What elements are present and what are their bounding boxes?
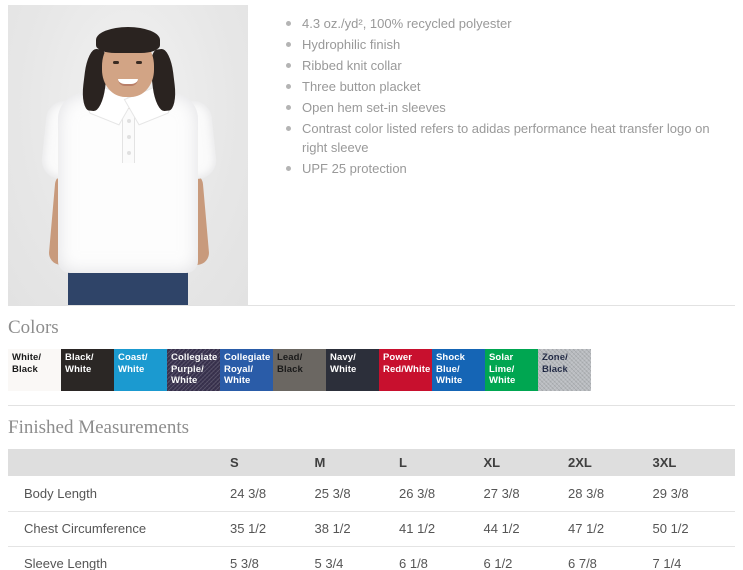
measurements-section-divider — [8, 405, 735, 406]
color-swatch[interactable]: Black/ White — [61, 349, 114, 391]
measurement-value: 5 3/4 — [314, 556, 344, 570]
color-swatch[interactable]: Lead/ Black — [273, 349, 326, 391]
measurement-value: 6 1/2 — [483, 556, 513, 570]
table-column-header: XL — [481, 449, 566, 476]
color-swatch-list: White/ Black Black/ White Coast/ White Coll… — [8, 349, 743, 391]
colors-section-divider — [8, 305, 735, 306]
color-swatch[interactable]: Solar Lime/ White — [485, 349, 538, 391]
feature-item: Contrast color listed refers to adidas p… — [286, 119, 733, 157]
measurement-value: 28 3/8 — [566, 476, 651, 512]
measurement-value: 6 1/8 — [399, 556, 428, 570]
table-column-header: 3XL — [650, 449, 735, 476]
color-swatch[interactable]: Coast/ White — [114, 349, 167, 391]
table-row: Sleeve Length 5 3/8 5 3/4 6 1/8 6 1/2 6 7/8 7 … — [8, 546, 735, 570]
measurement-value: 50 1/2 — [650, 511, 735, 547]
table-column-header: M — [312, 449, 397, 476]
measurement-value: 24 3/8 — [228, 476, 313, 512]
color-swatch-label: Coast/ White — [118, 352, 148, 375]
table-body: Body Length 24 3/8 25 3/8 26 3/8 27 3/8 28 3/… — [8, 476, 735, 570]
measurement-value: 25 3/8 — [312, 476, 397, 512]
polo-button-3 — [127, 151, 131, 155]
color-swatch[interactable]: Shock Blue/ White — [432, 349, 485, 391]
table-column-header: L — [397, 449, 482, 476]
color-swatch-label: Power Red/White — [383, 352, 431, 375]
product-image[interactable] — [8, 5, 248, 305]
color-swatch[interactable]: Navy/ White — [326, 349, 379, 391]
measurement-value: 7 1/4 — [652, 556, 682, 570]
color-swatch[interactable]: Collegiate Purple/ White — [167, 349, 220, 391]
feature-item: Hydrophilic finish — [286, 35, 733, 54]
table-header: S M L XL 2XL 3XL — [8, 449, 735, 476]
color-swatch-label: White/ Black — [12, 352, 42, 375]
color-swatch[interactable]: White/ Black — [8, 349, 61, 391]
model-eye-left — [113, 61, 119, 64]
table-row: Chest Circumference 35 1/2 38 1/2 41 1/2 44 … — [8, 511, 735, 547]
colors-section-title: Colors — [8, 317, 59, 338]
color-swatch-label: Black/ White — [65, 352, 94, 375]
feature-list: 4.3 oz./yd², 100% recycled polyester Hyd… — [248, 8, 743, 180]
color-swatch[interactable]: Collegiate Royal/ White — [220, 349, 273, 391]
color-swatch-label: Solar Lime/ White — [489, 352, 516, 386]
measurement-value: 26 3/8 — [397, 476, 482, 512]
measurement-value: 27 3/8 — [481, 476, 566, 512]
model-eye-right — [136, 61, 142, 64]
measurement-value: 44 1/2 — [481, 511, 566, 547]
feature-item: 4.3 oz./yd², 100% recycled polyester — [286, 14, 733, 33]
measurement-value: 35 1/2 — [228, 511, 313, 547]
measurement-label: Body Length — [8, 476, 228, 512]
color-swatch-label: Collegiate Royal/ White — [224, 352, 271, 386]
color-swatch-label: Zone/ Black — [542, 352, 568, 375]
polo-button-2 — [127, 135, 131, 139]
table-column-header — [8, 449, 228, 476]
model-smile — [118, 79, 138, 86]
measurement-label: Chest Circumference — [8, 511, 228, 547]
color-swatch[interactable]: Power Red/White — [379, 349, 432, 391]
measurements-section-title: Finished Measurements — [8, 417, 190, 438]
measurement-value: 38 1/2 — [312, 511, 397, 547]
measurement-value: 5 3/8 — [230, 556, 259, 570]
color-swatch-label: Shock Blue/ White — [436, 352, 466, 386]
polo-button-1 — [127, 119, 131, 123]
feature-item: Ribbed knit collar — [286, 56, 733, 75]
feature-item: UPF 25 protection — [286, 159, 733, 178]
color-swatch[interactable]: Zone/ Black — [538, 349, 591, 391]
measurement-value: 6 7/8 — [568, 556, 597, 570]
color-swatch-label: Navy/ White — [330, 352, 357, 375]
color-swatch-label: Collegiate Purple/ White — [171, 352, 218, 386]
measurement-value: 41 1/2 — [397, 511, 482, 547]
table-header-row: S M L XL 2XL 3XL — [8, 449, 735, 476]
product-overview: 4.3 oz./yd², 100% recycled polyester Hyd… — [8, 5, 743, 305]
feature-item: Three button placket — [286, 77, 733, 96]
feature-item: Open hem set-in sleeves — [286, 98, 733, 117]
measurement-value: 29 3/8 — [650, 476, 735, 512]
table-column-header: 2XL — [566, 449, 651, 476]
measurement-value: 47 1/2 — [566, 511, 651, 547]
model-hair-fringe — [96, 27, 160, 53]
finished-measurements-table: S M L XL 2XL 3XL Body Length 24 3/8 25 3/8 26 3/… — [8, 449, 735, 570]
measurement-label: Sleeve Length — [24, 556, 108, 570]
table-column-header: S — [228, 449, 313, 476]
color-swatch-label: Lead/ Black — [277, 352, 303, 375]
table-row: Body Length 24 3/8 25 3/8 26 3/8 27 3/8 28 3/… — [8, 476, 735, 512]
